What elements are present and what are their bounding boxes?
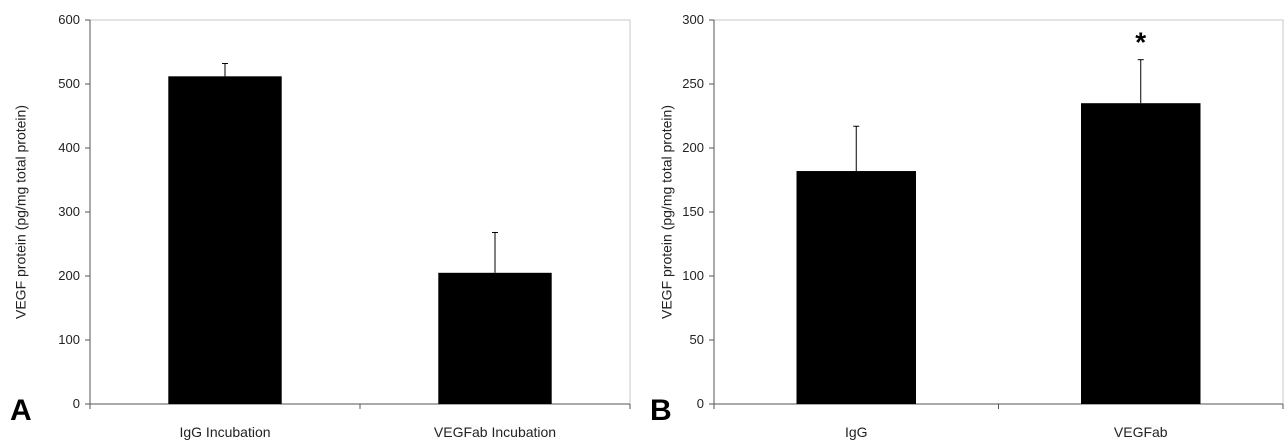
y-tick-label: 400 [58, 140, 80, 155]
y-tick-label: 100 [58, 332, 80, 347]
y-tick-label: 0 [697, 396, 704, 411]
y-tick-label: 50 [690, 332, 704, 347]
panel-label: A [10, 394, 32, 427]
bar [796, 171, 916, 404]
chart-panel-b: 0 50 100 150 200 250 300 IgG VEGFab * VEGF protein… [650, 12, 1284, 440]
x-category-label: IgG Incubation [179, 424, 270, 440]
y-tick-label: 600 [58, 12, 80, 27]
bar [1081, 103, 1201, 404]
bar [168, 76, 282, 404]
significance-marker: * [1135, 27, 1146, 58]
y-tick-label: 300 [58, 204, 80, 219]
x-category-label: IgG [845, 424, 868, 440]
y-tick-label: 100 [682, 268, 704, 283]
y-tick-label: 150 [682, 204, 704, 219]
x-category-label: VEGFab [1114, 424, 1168, 440]
y-axis-label: VEGF protein (pg/mg total protein) [13, 105, 29, 319]
y-tick-label: 0 [73, 396, 80, 411]
chart-panel-a: 0 100 200 300 400 500 600 IgG Incubation VEGFab … [10, 12, 631, 440]
y-tick-label: 250 [682, 76, 704, 91]
y-tick-label: 300 [682, 12, 704, 27]
y-tick-label: 200 [58, 268, 80, 283]
panel-label: B [650, 394, 672, 427]
x-category-label: VEGFab Incubation [434, 424, 556, 440]
y-tick-label: 500 [58, 76, 80, 91]
y-axis-label: VEGF protein (pg/mg total protein) [659, 105, 675, 319]
bar [438, 272, 552, 404]
y-tick-label: 200 [682, 140, 704, 155]
